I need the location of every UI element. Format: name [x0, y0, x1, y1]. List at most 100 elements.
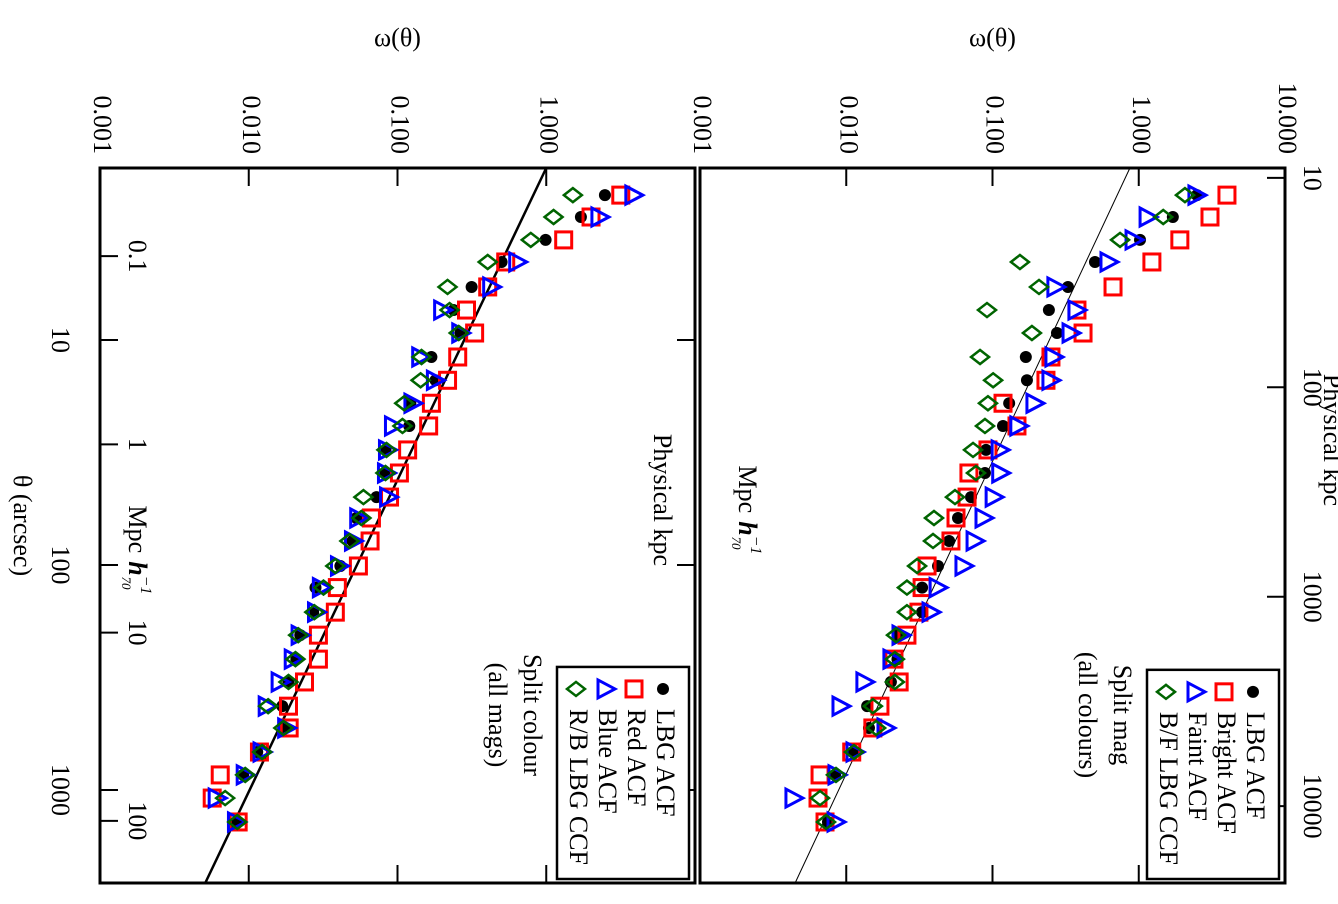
marker-square: [1073, 323, 1093, 343]
legend-marker: [1186, 680, 1209, 704]
marker-triangle: [1067, 298, 1090, 322]
marker-triangle: [482, 275, 504, 299]
marker-square: [1170, 230, 1190, 250]
mpc-h: h: [733, 521, 762, 535]
marker-diamond: [284, 650, 307, 668]
marker-diamond: [883, 650, 906, 668]
marker-diamond: [1173, 186, 1196, 204]
marker-triangle: [974, 506, 997, 530]
marker-diamond: [982, 371, 1005, 389]
marker-diamond: [976, 394, 999, 412]
marker-square: [389, 463, 409, 483]
marker-triangle: [891, 623, 914, 647]
marker-diamond: [312, 579, 335, 597]
marker-diamond: [865, 719, 888, 737]
marker-diamond: [374, 464, 397, 482]
marker-dot: [539, 233, 552, 246]
y-tick-label: 0.010: [834, 96, 863, 155]
y-tick-label: 0.100: [386, 96, 415, 155]
marker-triangle: [1044, 345, 1067, 369]
marker-dot: [598, 189, 611, 202]
marker-square: [959, 463, 979, 483]
y-tick-label: 10.000: [1273, 83, 1302, 155]
marker-triangle: [207, 786, 230, 810]
marker-square: [946, 508, 966, 528]
mpc-text: Mpc: [733, 466, 762, 514]
legend-label: B/F LBG CCF: [1154, 712, 1183, 865]
marker-diamond: [1027, 278, 1051, 296]
marker-triangle: [1124, 228, 1147, 252]
marker-dot: [980, 443, 993, 456]
mpc-axis-label: Mpc h−170: [729, 466, 764, 555]
marker-diamond: [352, 488, 375, 506]
mpc-h: h: [123, 561, 152, 575]
rotated-figure: 0.001 0.010 0.100 1.000 10.000 ω(θ) 10 100 1000 1…: [8, 23, 1338, 885]
marker-diamond: [921, 532, 945, 550]
marker-dot: [1003, 397, 1016, 410]
y-axis-label: ω(θ): [969, 23, 1016, 52]
marker-triangle: [1061, 321, 1084, 345]
marker-dot: [1019, 351, 1032, 364]
kpc-tick-label: 100: [1298, 368, 1327, 407]
legend-box: [1145, 668, 1281, 881]
marker-square: [863, 718, 883, 738]
marker-diamond: [973, 417, 996, 435]
mpc-sup: −1: [747, 536, 764, 555]
marker-triangle: [784, 786, 807, 810]
x-tick-label: 10: [46, 327, 75, 353]
mpc-sub: 70: [119, 576, 134, 590]
mpc-tick-label: 0.1: [123, 240, 152, 273]
marker-diamond: [257, 697, 280, 715]
marker-square: [419, 416, 439, 436]
marker-triangle: [508, 250, 530, 274]
marker-diamond: [885, 626, 908, 644]
marker-diamond: [883, 673, 906, 691]
marker-triangle: [433, 298, 455, 322]
kpc-tick-label: 10: [1298, 165, 1327, 191]
x-tick-label: 100: [46, 546, 75, 585]
marker-diamond: [922, 509, 946, 527]
marker-triangle: [831, 694, 854, 718]
marker-diamond: [561, 186, 584, 204]
marker-dot: [1042, 304, 1055, 317]
x-axis-label: θ (arcsec): [8, 475, 37, 576]
marker-diamond: [338, 532, 361, 550]
y-tick-label: 1.000: [1127, 96, 1156, 155]
legend-marker: [624, 679, 644, 699]
marker-diamond: [226, 813, 249, 831]
marker-triangle: [403, 391, 426, 415]
marker-square: [278, 696, 298, 716]
marker-diamond: [943, 488, 967, 506]
legend-marker: [1214, 682, 1234, 702]
marker-diamond: [809, 789, 832, 807]
marker-diamond: [350, 509, 373, 527]
marker-square: [978, 440, 998, 460]
marker-square: [308, 649, 328, 669]
marker-triangle: [1046, 275, 1069, 299]
legend-label: Faint ACF: [1183, 712, 1212, 821]
x-tick-label: 1000: [46, 764, 75, 816]
marker-dot: [916, 581, 929, 594]
marker-triangle: [921, 600, 944, 624]
marker-square: [210, 765, 230, 785]
marker-diamond: [287, 626, 310, 644]
marker-diamond: [964, 464, 988, 482]
marker-diamond: [391, 417, 414, 435]
legend-label: R/B LBG CCF: [564, 709, 593, 865]
marker-diamond: [906, 557, 929, 575]
mpc-text: Mpc: [123, 506, 152, 554]
mpc-sup: −1: [137, 576, 154, 595]
marker-diamond: [961, 441, 985, 459]
marker-diamond: [842, 743, 866, 761]
marker-diamond: [277, 673, 300, 691]
marker-square: [957, 487, 977, 507]
marker-square: [611, 185, 631, 205]
legend-label: Red ACF: [622, 709, 651, 807]
marker-dot: [943, 534, 956, 547]
marker-triangle: [1138, 205, 1161, 229]
marker-dot: [952, 511, 965, 524]
marker-triangle: [855, 670, 878, 694]
